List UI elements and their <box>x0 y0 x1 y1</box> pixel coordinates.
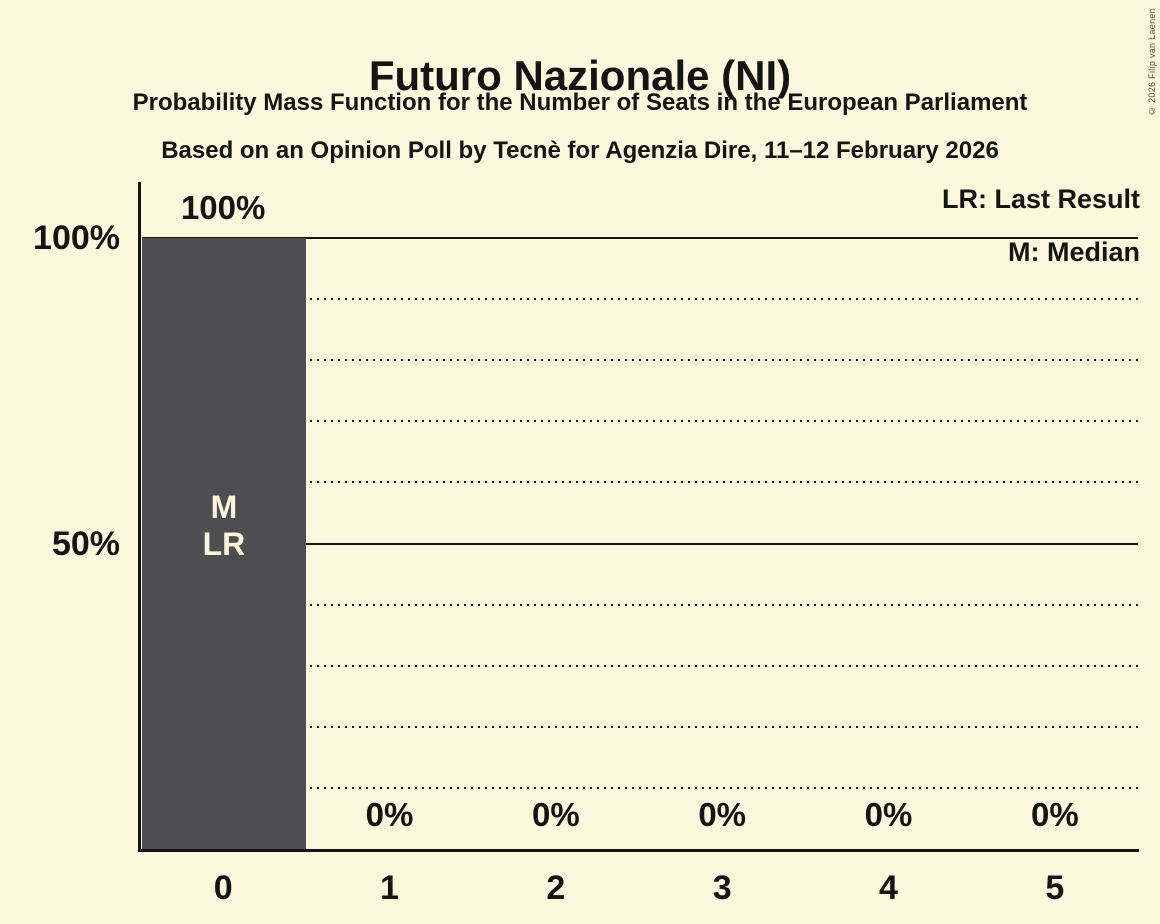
bar-annotation-m: M <box>210 488 238 525</box>
y-tick-label-100pct: 100% <box>33 219 120 257</box>
bar-value-label-5: 0% <box>1030 796 1079 833</box>
copyright-notice: © 2026 Filip van Laenen <box>1147 8 1157 116</box>
x-tick-label-0: 0 <box>213 869 233 907</box>
y-axis-line <box>138 182 141 852</box>
bar-value-label-1: 0% <box>365 796 414 833</box>
gridline-90pct <box>142 298 1138 301</box>
gridline-60pct <box>142 481 1138 484</box>
x-tick-label-5: 5 <box>1045 869 1065 907</box>
gridline-20pct <box>142 725 1138 728</box>
x-tick-label-4: 4 <box>879 869 898 907</box>
bar-value-label-4: 0% <box>864 796 913 833</box>
solid-line-100pct <box>142 237 1138 239</box>
chart-poll-info: Based on an Opinion Poll by Tecnè for Ag… <box>161 137 999 164</box>
bar-value-label-3: 0% <box>698 796 747 833</box>
gridline-10pct <box>142 786 1138 789</box>
bar-value-label-0: 100% <box>180 189 266 226</box>
solid-line-50pct <box>142 542 1138 545</box>
x-tick-label-2: 2 <box>546 869 566 907</box>
y-tick-label-50pct: 50% <box>51 524 120 563</box>
bar-seats-0 <box>142 238 306 849</box>
bar-annotation-lr: LR <box>202 525 246 562</box>
legend-last-result-label: LR: Last Result <box>941 184 1140 214</box>
gridline-40pct <box>142 603 1138 606</box>
x-tick-label-3: 3 <box>712 869 732 907</box>
gridline-30pct <box>142 664 1138 667</box>
x-axis-line <box>138 849 1139 852</box>
chart-subtitle: Probability Mass Function for the Number… <box>132 89 1028 116</box>
gridline-80pct <box>142 359 1138 362</box>
gridline-70pct <box>142 420 1138 423</box>
bar-value-label-2: 0% <box>531 796 580 833</box>
chart-title: Futuro Nazionale (NI) <box>368 52 792 100</box>
x-tick-label-1: 1 <box>380 869 399 907</box>
legend-median-label: M: Median <box>1008 237 1140 267</box>
